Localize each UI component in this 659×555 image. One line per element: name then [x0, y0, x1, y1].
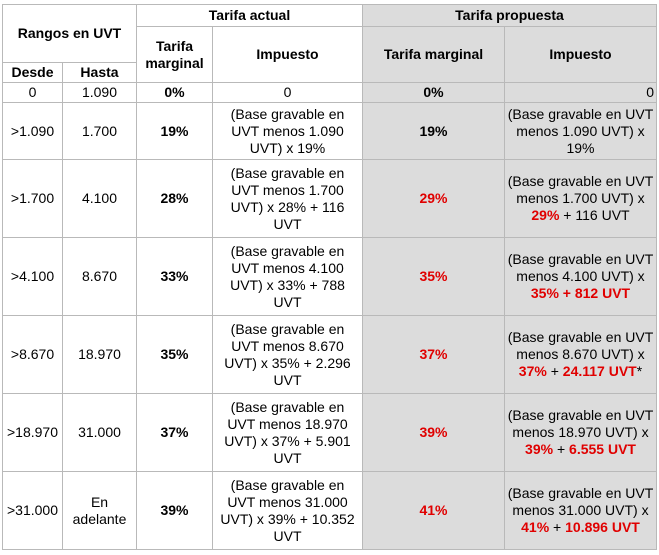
header-tarifa-marginal-actual: Tarifa marginal: [136, 26, 213, 83]
cell-impuesto-propuesta: (Base gravable en UVT menos 18.970 UVT) …: [504, 393, 657, 472]
impuesto-highlight: 24.117 UVT: [562, 363, 637, 379]
cell-impuesto-actual: (Base gravable en UVT menos 4.100 UVT) x…: [212, 237, 363, 316]
table-row: >1.090 1.700 19% (Base gravable en UVT m…: [2, 102, 657, 160]
impuesto-highlight: 41%: [521, 519, 550, 535]
header-rangos: Rangos en UVT: [2, 4, 137, 63]
cell-impuesto-actual: 0: [212, 82, 363, 103]
impuesto-footnote-mark: *: [636, 363, 643, 379]
cell-tarifa-actual: 19%: [136, 102, 213, 160]
cell-impuesto-actual: (Base gravable en UVT menos 1.700 UVT) x…: [212, 159, 363, 238]
cell-hasta: 4.100: [62, 159, 137, 238]
impuesto-highlight: 39%: [525, 441, 554, 457]
tax-rate-table: Rangos en UVT Tarifa actual Tarifa propu…: [2, 4, 657, 550]
cell-hasta: En adelante: [62, 471, 137, 550]
impuesto-highlight: 35% + 812 UVT: [530, 285, 631, 301]
cell-impuesto-actual: (Base gravable en UVT menos 18.970 UVT) …: [212, 393, 363, 472]
impuesto-highlight: 37%: [518, 363, 547, 379]
cell-impuesto-actual: (Base gravable en UVT menos 8.670 UVT) x…: [212, 315, 363, 394]
cell-tarifa-actual: 33%: [136, 237, 213, 316]
cell-tarifa-propuesta: 29%: [362, 159, 505, 238]
impuesto-highlight: 6.555 UVT: [569, 441, 636, 457]
cell-desde: 0: [2, 82, 63, 103]
cell-hasta: 8.670: [62, 237, 137, 316]
impuesto-highlight: 10.896 UVT: [565, 519, 640, 535]
table-row: >31.000 En adelante 39% (Base gravable e…: [2, 471, 657, 550]
impuesto-text: (Base gravable en UVT menos 4.100 UVT) x: [507, 251, 654, 284]
cell-tarifa-propuesta: 37%: [362, 315, 505, 394]
impuesto-text: +: [546, 363, 563, 379]
cell-impuesto-propuesta: (Base gravable en UVT menos 31.000 UVT) …: [504, 471, 657, 550]
cell-desde: >4.100: [2, 237, 63, 316]
header-impuesto-propuesta: Impuesto: [504, 26, 657, 83]
cell-desde: >1.090: [2, 102, 63, 160]
cell-tarifa-propuesta: 0%: [362, 82, 505, 103]
cell-tarifa-propuesta: 19%: [362, 102, 505, 160]
table-row: >4.100 8.670 33% (Base gravable en UVT m…: [2, 237, 657, 316]
table-row: 0 1.090 0% 0 0% 0: [2, 82, 657, 103]
cell-impuesto-propuesta: 0: [504, 82, 657, 103]
header-impuesto-actual: Impuesto: [212, 26, 363, 83]
cell-hasta: 18.970: [62, 315, 137, 394]
cell-tarifa-actual: 37%: [136, 393, 213, 472]
cell-tarifa-actual: 28%: [136, 159, 213, 238]
cell-impuesto-actual: (Base gravable en UVT menos 31.000 UVT) …: [212, 471, 363, 550]
cell-hasta: 1.700: [62, 102, 137, 160]
impuesto-text: +: [553, 441, 570, 457]
impuesto-text: (Base gravable en UVT menos 31.000 UVT) …: [507, 485, 654, 518]
impuesto-highlight: 29%: [531, 207, 560, 223]
cell-impuesto-propuesta: (Base gravable en UVT menos 8.670 UVT) x…: [504, 315, 657, 394]
impuesto-text: (Base gravable en UVT menos 18.970 UVT) …: [507, 407, 654, 440]
table-row: >8.670 18.970 35% (Base gravable en UVT …: [2, 315, 657, 394]
header-tarifa-marginal-propuesta: Tarifa marginal: [362, 26, 505, 83]
header-tarifa-propuesta: Tarifa propuesta: [362, 4, 657, 27]
cell-tarifa-actual: 35%: [136, 315, 213, 394]
cell-impuesto-propuesta: (Base gravable en UVT menos 4.100 UVT) x…: [504, 237, 657, 316]
cell-tarifa-propuesta: 35%: [362, 237, 505, 316]
impuesto-text: + 116 UVT: [559, 207, 630, 223]
impuesto-text: +: [549, 519, 566, 535]
cell-tarifa-propuesta: 41%: [362, 471, 505, 550]
cell-desde: >8.670: [2, 315, 63, 394]
cell-impuesto-propuesta: (Base gravable en UVT menos 1.700 UVT) x…: [504, 159, 657, 238]
header-desde: Desde: [2, 62, 63, 83]
table-row: >1.700 4.100 28% (Base gravable en UVT m…: [2, 159, 657, 238]
cell-hasta: 31.000: [62, 393, 137, 472]
impuesto-text: (Base gravable en UVT menos 8.670 UVT) x: [507, 329, 654, 362]
cell-tarifa-actual: 0%: [136, 82, 213, 103]
cell-desde: >31.000: [2, 471, 63, 550]
cell-desde: >18.970: [2, 393, 63, 472]
cell-tarifa-propuesta: 39%: [362, 393, 505, 472]
cell-desde: >1.700: [2, 159, 63, 238]
cell-impuesto-propuesta: (Base gravable en UVT menos 1.090 UVT) x…: [504, 102, 657, 160]
header-hasta: Hasta: [62, 62, 137, 83]
table-row: >18.970 31.000 37% (Base gravable en UVT…: [2, 393, 657, 472]
header-tarifa-actual: Tarifa actual: [136, 4, 363, 27]
impuesto-text: (Base gravable en UVT menos 1.700 UVT) x: [507, 173, 654, 206]
cell-tarifa-actual: 39%: [136, 471, 213, 550]
cell-hasta: 1.090: [62, 82, 137, 103]
cell-impuesto-actual: (Base gravable en UVT menos 1.090 UVT) x…: [212, 102, 363, 160]
